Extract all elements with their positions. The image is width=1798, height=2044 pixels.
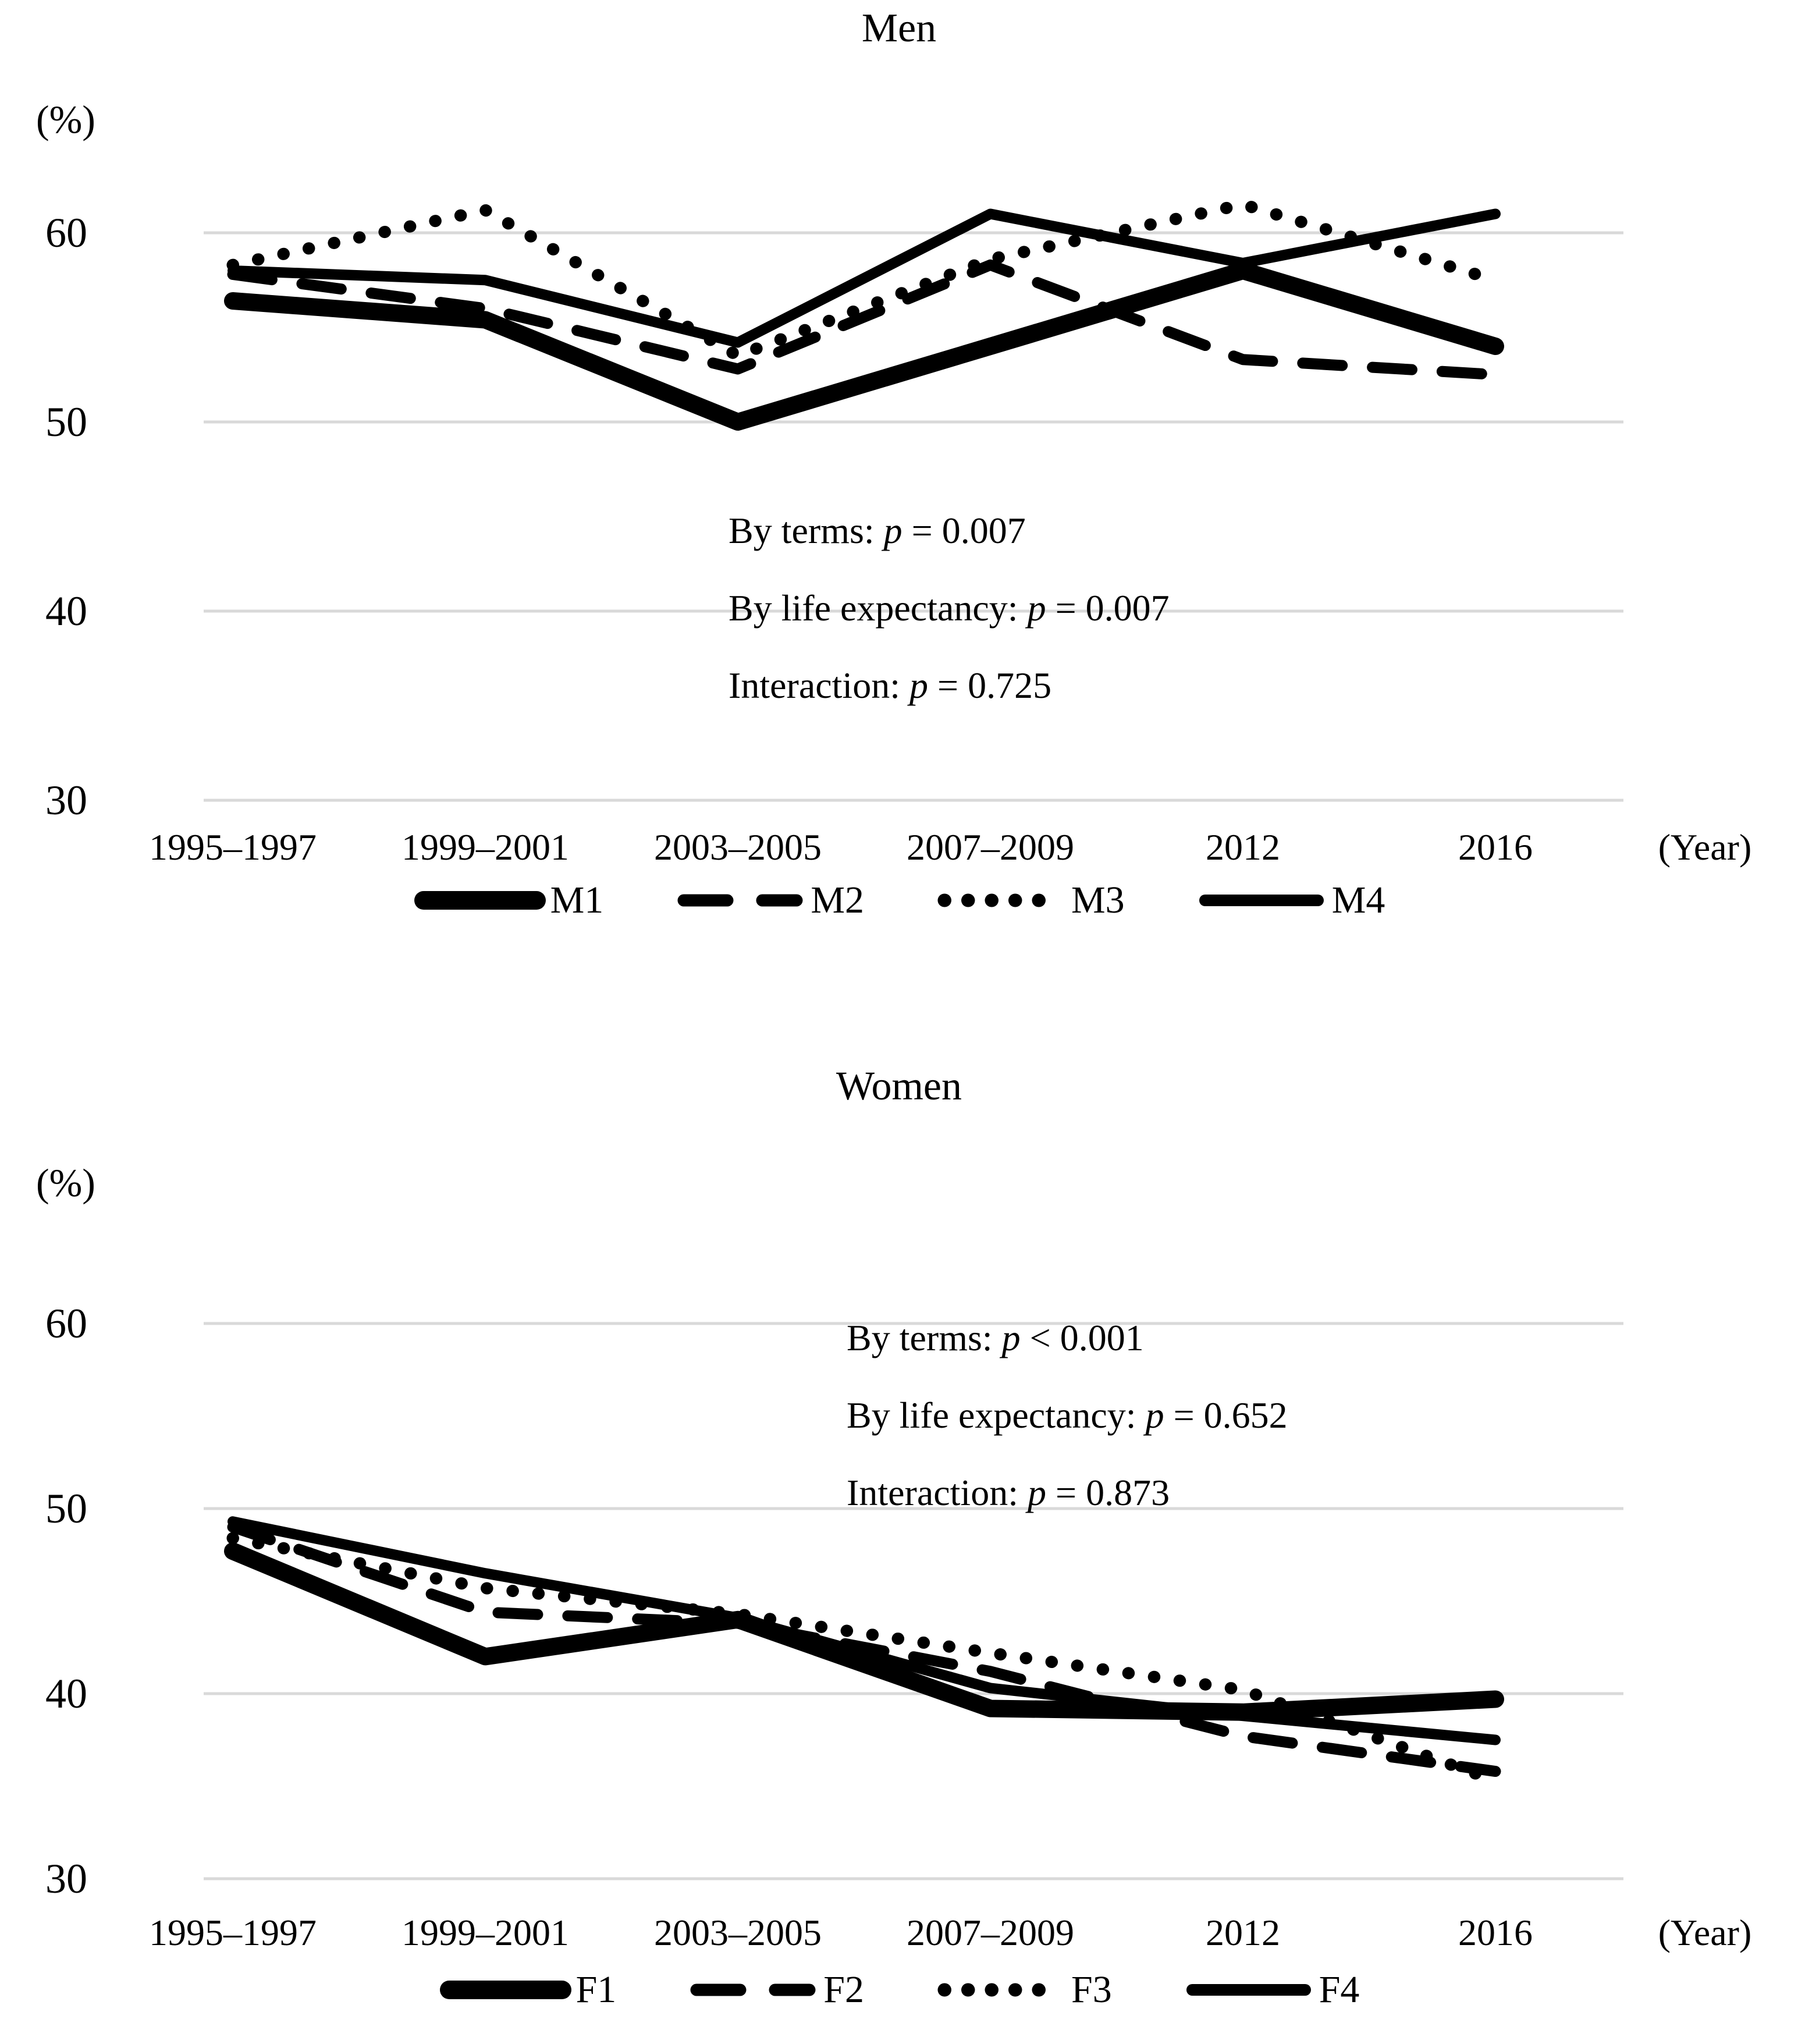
legend-swatch-M3: [937, 893, 1064, 907]
legend-item-M4: M4: [1195, 880, 1385, 921]
men-ytick-60: 60: [45, 210, 87, 256]
series-line-F3: [226, 1532, 1502, 1787]
series-line-F4: [228, 1516, 1501, 1745]
legend-swatch-F2: [690, 1983, 816, 1996]
men-xtick-2012: 2012: [1206, 826, 1280, 868]
series-line-M4: [228, 208, 1501, 348]
women-chart-title: Women: [836, 1064, 962, 1109]
men-ytick-40: 40: [45, 588, 87, 634]
legend-swatch-M4: [1199, 895, 1324, 906]
men-xtick-2007-2009: 2007–2009: [907, 826, 1074, 868]
legend-item-F3: F3: [934, 1970, 1112, 2010]
women-xtick-1995-1997: 1995–1997: [149, 1912, 317, 1953]
men-ytick-50: 50: [45, 399, 87, 445]
men-ytick-30: 30: [45, 777, 87, 824]
legend-label-M4: M4: [1331, 879, 1385, 921]
series-line-M1: [224, 262, 1504, 431]
men-legend: M1 M2 M3 M4: [0, 880, 1798, 921]
legend-swatch-F1: [439, 1981, 571, 1999]
legend-swatch-M1: [414, 891, 546, 910]
legend-swatch-M2: [677, 894, 803, 907]
men-year-axis-label: (Year): [1658, 826, 1752, 868]
women-xtick-2016: 2016: [1458, 1912, 1533, 1953]
legend-label-F1: F1: [575, 1968, 617, 2011]
women-legend: F1 F2 F3 F4: [0, 1970, 1798, 2010]
legend-label-F2: F2: [823, 1968, 864, 2011]
legend-label-M2: M2: [811, 879, 864, 921]
women-xtick-2012: 2012: [1206, 1912, 1280, 1953]
men-annotation-terms: By terms: p = 0.007: [729, 510, 1026, 551]
men-xtick-2003-2005: 2003–2005: [654, 826, 822, 868]
legend-label-M3: M3: [1071, 879, 1125, 921]
legend-label-M1: M1: [550, 879, 604, 921]
legend-item-F4: F4: [1182, 1968, 1360, 2011]
men-xtick-1995-1997: 1995–1997: [149, 826, 317, 868]
legend-item-F1: F1: [439, 1968, 617, 2011]
men-xtick-2016: 2016: [1458, 826, 1533, 868]
women-xtick-1999-2001: 1999–2001: [401, 1912, 569, 1953]
men-chart-title: Men: [861, 6, 937, 51]
series-line-M2: [227, 259, 1501, 381]
women-ytick-40: 40: [45, 1670, 87, 1717]
legend-item-M1: M1: [413, 879, 604, 921]
legend-label-F4: F4: [1319, 1968, 1360, 2011]
legend-item-M2: M2: [673, 880, 864, 921]
series-line-F1: [224, 1542, 1504, 1721]
men-xtick-1999-2001: 1999–2001: [401, 826, 569, 868]
men-annotation-interaction: Interaction: p = 0.725: [729, 665, 1052, 706]
women-ytick-60: 60: [45, 1300, 87, 1347]
women-annotation-life-expectancy: By life expectancy: p = 0.652: [847, 1394, 1288, 1436]
men-annotations: By terms: p = 0.007 By life expectancy: …: [729, 492, 1170, 724]
series-line-F2: [227, 1521, 1501, 1777]
women-xtick-2007-2009: 2007–2009: [907, 1912, 1074, 1953]
women-year-axis-label: (Year): [1658, 1912, 1752, 1953]
women-percent-axis-label: (%): [36, 1161, 95, 1205]
men-percent-axis-label: (%): [36, 97, 95, 141]
women-ytick-30: 30: [45, 1855, 87, 1902]
legend-item-M3: M3: [934, 880, 1125, 921]
women-annotation-interaction: Interaction: p = 0.873: [847, 1472, 1170, 1513]
women-xtick-2003-2005: 2003–2005: [654, 1912, 822, 1953]
women-annotations: By terms: p < 0.001 By life expectancy: …: [847, 1299, 1288, 1531]
women-ytick-50: 50: [45, 1485, 87, 1532]
women-annotation-terms: By terms: p < 0.001: [847, 1317, 1144, 1358]
men-annotation-life-expectancy: By life expectancy: p = 0.007: [729, 587, 1170, 629]
legend-item-F2: F2: [686, 1970, 864, 2010]
legend-label-F3: F3: [1071, 1968, 1112, 2011]
legend-swatch-F4: [1186, 1984, 1311, 1996]
legend-swatch-F3: [937, 1983, 1064, 1997]
